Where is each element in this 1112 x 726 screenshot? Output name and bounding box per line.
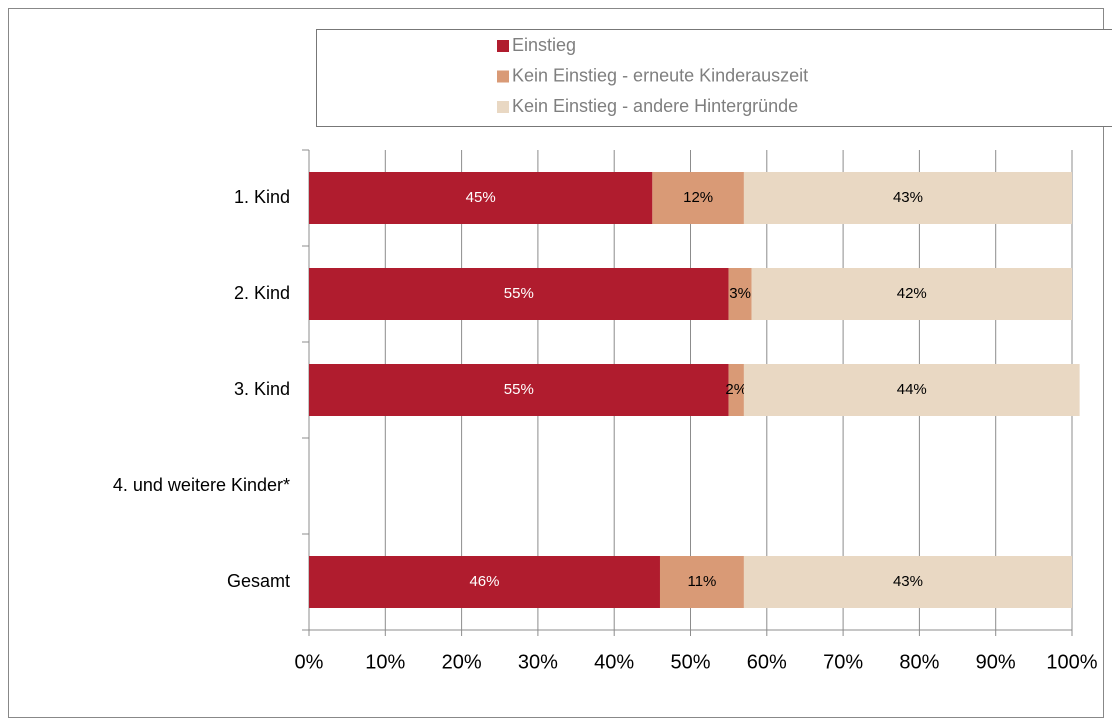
data-label: 55% (504, 285, 534, 302)
x-tick-label: 60% (747, 651, 787, 673)
x-tick-label: 50% (670, 651, 710, 673)
data-label: 2% (725, 381, 747, 398)
x-tick-label: 90% (976, 651, 1016, 673)
bar-segment (309, 364, 729, 416)
legend-label: Einstieg (512, 35, 576, 55)
data-label: 55% (504, 381, 534, 398)
legend-label: Kein Einstieg - erneute Kinderauszeit (512, 65, 808, 85)
x-tick-label: 80% (899, 651, 939, 673)
legend-swatch (497, 101, 509, 113)
x-tick-label: 0% (295, 651, 324, 673)
legend-swatch (497, 70, 509, 83)
legend-swatch (497, 40, 509, 52)
data-label: 46% (469, 573, 499, 590)
bar-segment (652, 172, 744, 224)
data-label: 11% (687, 573, 716, 590)
y-tick-label: 4. und weitere Kinder* (113, 475, 290, 495)
data-label: 43% (893, 189, 923, 206)
bar-segment (743, 172, 1072, 224)
x-tick-label: 40% (594, 651, 634, 673)
bar-segment (309, 556, 660, 608)
data-label: 3% (729, 285, 751, 302)
bar-segment (659, 556, 744, 608)
bar-segment (728, 268, 752, 320)
data-label: 44% (897, 381, 927, 398)
y-tick-label: 1. Kind (234, 187, 290, 207)
x-tick-label: 100% (1046, 651, 1097, 673)
data-label: 12% (683, 189, 713, 206)
bar-segment (743, 364, 1080, 416)
x-tick-label: 10% (365, 651, 405, 673)
y-tick-label: Gesamt (227, 571, 290, 591)
x-tick-label: 20% (442, 651, 482, 673)
bar-segment (743, 556, 1072, 608)
y-tick-label: 3. Kind (234, 379, 290, 399)
y-tick-label: 2. Kind (234, 283, 290, 303)
legend-box (316, 29, 1112, 127)
x-tick-label: 70% (823, 651, 863, 673)
bar-segment (728, 364, 744, 416)
data-label: 45% (466, 189, 496, 206)
bar-segment (309, 172, 653, 224)
data-label: 42% (897, 285, 927, 302)
data-label: 43% (893, 573, 923, 590)
x-tick-label: 30% (518, 651, 558, 673)
bar-segment (309, 268, 729, 320)
bar-segment (751, 268, 1072, 320)
legend-label: Kein Einstieg - andere Hintergründe (512, 96, 798, 116)
